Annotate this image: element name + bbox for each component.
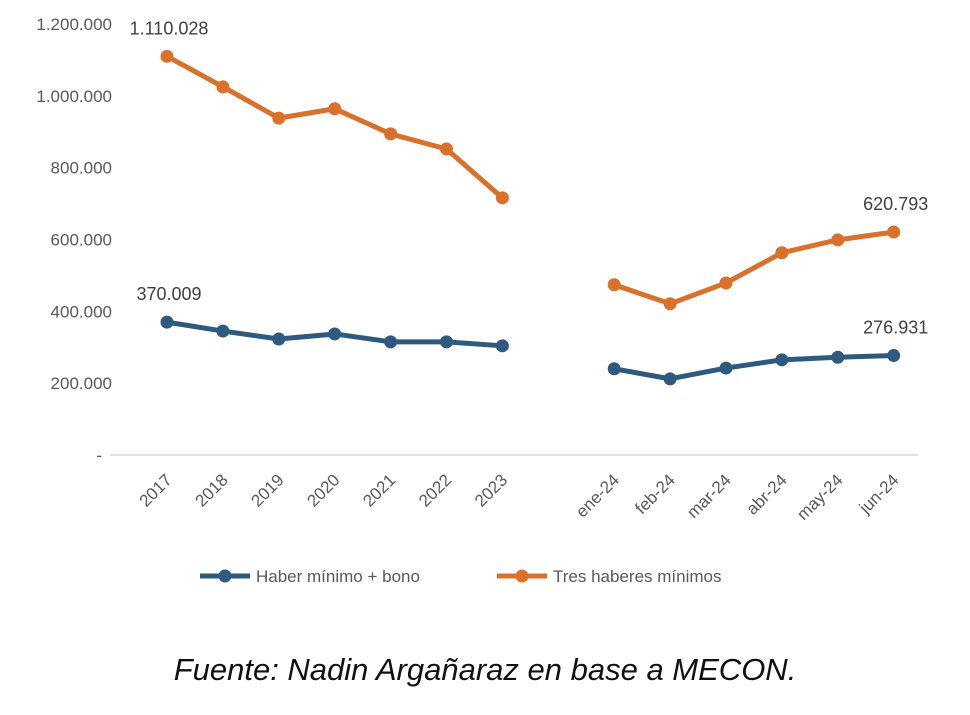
data-point — [887, 349, 901, 363]
data-point — [272, 332, 286, 346]
series-line — [613, 353, 894, 382]
data-point — [607, 362, 621, 376]
data-point — [775, 353, 789, 367]
x-tick-label: 2018 — [192, 470, 232, 510]
series-line — [613, 229, 895, 307]
x-tick-label: 2017 — [136, 470, 176, 510]
legend-marker — [218, 569, 232, 583]
data-label: 370.009 — [136, 284, 201, 304]
y-tick-label: 800.000 — [51, 159, 112, 178]
data-label: 620.793 — [863, 194, 928, 214]
x-tick-label: ene-24 — [572, 470, 623, 521]
y-tick-label: 1.200.000 — [36, 15, 112, 34]
data-point — [887, 225, 901, 239]
data-point — [831, 350, 845, 364]
x-tick-label: may-24 — [793, 470, 847, 524]
data-point — [160, 315, 174, 329]
data-point — [384, 127, 398, 141]
data-point — [328, 102, 342, 116]
data-point — [216, 324, 230, 338]
data-point — [607, 278, 621, 292]
data-point — [272, 111, 286, 125]
x-tick-label: 2020 — [303, 470, 343, 510]
x-tick-label: 2023 — [471, 470, 511, 510]
data-point — [719, 276, 733, 290]
legend-label: Tres haberes mínimos — [553, 567, 721, 586]
data-point — [831, 233, 845, 247]
data-point — [384, 335, 398, 349]
x-tick-label: 2019 — [247, 470, 287, 510]
y-tick-label: 1.000.000 — [36, 87, 112, 106]
y-tick-label: 600.000 — [51, 231, 112, 250]
data-point — [719, 361, 733, 375]
data-point — [440, 335, 453, 349]
data-point — [440, 142, 453, 156]
x-tick-label: mar-24 — [683, 470, 735, 522]
x-tick-label: feb-24 — [631, 470, 679, 518]
x-tick-label: 2022 — [415, 470, 455, 510]
legend-label: Haber mínimo + bono — [256, 567, 420, 586]
data-point — [495, 339, 509, 353]
data-point — [495, 191, 509, 205]
x-tick-label: abr-24 — [743, 470, 791, 518]
x-tick-label: 2021 — [359, 470, 399, 510]
data-label: 1.110.028 — [130, 18, 209, 38]
data-point — [663, 297, 677, 311]
data-point — [775, 246, 789, 260]
y-tick-label: 200.000 — [51, 374, 112, 393]
legend-marker — [515, 569, 529, 583]
data-point — [216, 80, 230, 94]
data-label: 276.931 — [863, 318, 928, 338]
data-point — [160, 49, 174, 63]
y-tick-label: 400.000 — [51, 302, 112, 321]
source-note: Fuente: Nadin Argañaraz en base a MECON. — [173, 652, 797, 687]
line-chart: - 200.000 400.000 600.000 800.000 1.000.000 1.… — [36, 15, 928, 586]
data-point — [328, 327, 342, 341]
x-tick-label: jun-24 — [855, 470, 903, 518]
series-line — [165, 54, 505, 200]
y-tick-label: - — [96, 446, 102, 465]
data-point — [663, 372, 677, 386]
